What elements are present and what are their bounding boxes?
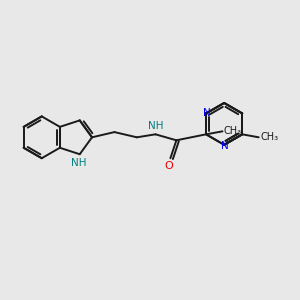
Text: NH: NH bbox=[71, 158, 87, 168]
Text: N: N bbox=[203, 108, 211, 118]
Text: CH₃: CH₃ bbox=[224, 126, 242, 136]
Text: CH₃: CH₃ bbox=[260, 132, 278, 142]
Text: N: N bbox=[221, 140, 229, 151]
Text: O: O bbox=[164, 161, 173, 171]
Text: NH: NH bbox=[148, 121, 163, 131]
